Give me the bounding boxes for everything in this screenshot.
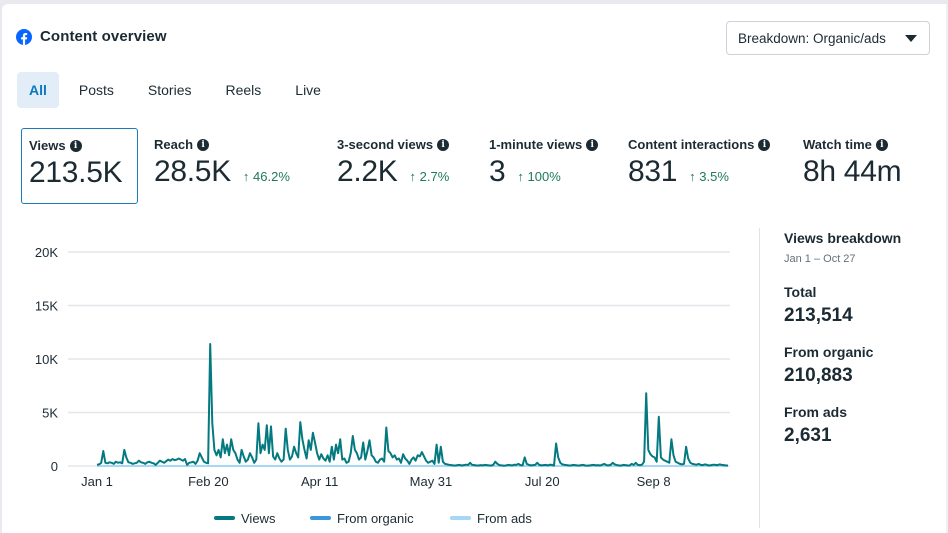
y-tick-label: 15K xyxy=(35,299,58,314)
breakdown-value: 2,631 xyxy=(784,425,832,446)
scrollbar-track[interactable] xyxy=(946,4,948,533)
metric-value: 2.2K xyxy=(337,155,398,188)
breakdown-label: From ads xyxy=(784,404,848,420)
breakdown-item-total: Total 213,514 xyxy=(784,284,901,327)
content-tabs: All Posts Stories Reels Live xyxy=(17,72,341,108)
header: Content overview xyxy=(16,28,167,45)
breakdown-label: Total xyxy=(784,284,817,300)
y-tick-label: 5K xyxy=(42,406,58,421)
metric-change: ↑ 2.7% xyxy=(409,169,450,184)
metric-label: Content interactions xyxy=(628,137,755,152)
tab-posts[interactable]: Posts xyxy=(78,82,114,98)
info-icon[interactable]: i xyxy=(758,138,771,151)
tab-live[interactable]: Live xyxy=(295,82,321,98)
y-tick-label: 20K xyxy=(35,245,58,260)
x-tick-label: Apr 11 xyxy=(301,474,338,489)
metric-reach[interactable]: Reach i 28.5K ↑ 46.2% xyxy=(146,128,321,204)
metric-label: 3-second views xyxy=(337,137,434,152)
info-icon[interactable]: i xyxy=(197,138,210,151)
breakdown-dropdown[interactable]: Breakdown: Organic/ads xyxy=(726,21,930,55)
metric-change: ↑ 100% xyxy=(517,169,561,184)
metric-change: ↑ 46.2% xyxy=(242,169,290,184)
metric-value: 213.5K xyxy=(29,156,123,189)
y-tick-label: 10K xyxy=(35,352,58,367)
page-title: Content overview xyxy=(40,28,167,45)
x-tick-label: Jan 1 xyxy=(81,474,113,489)
info-icon[interactable]: i xyxy=(875,138,888,151)
metric-1-minute-views[interactable]: 1-minute views i 3 ↑ 100% xyxy=(481,128,612,204)
metric-3-second-views[interactable]: 3-second views i 2.2K ↑ 2.7% xyxy=(329,128,473,204)
breakdown-title: Views breakdown xyxy=(784,230,902,246)
breakdown-value: 213,514 xyxy=(784,305,853,326)
divider xyxy=(759,228,760,528)
info-icon[interactable]: i xyxy=(586,138,599,151)
info-icon[interactable]: i xyxy=(437,138,450,151)
metric-label: Views xyxy=(29,138,66,153)
metric-value: 8h 44m xyxy=(803,155,902,188)
y-tick-label: 0 xyxy=(51,459,58,474)
metric-content-interactions[interactable]: Content interactions i 831 ↑ 3.5% xyxy=(620,128,787,204)
breakdown-label: From organic xyxy=(784,344,874,360)
views-line-chart: 0 5K 10K 15K 20K Jan 1 Feb 20 Apr 11 May 31 Jul 2… xyxy=(35,245,730,526)
metric-value: 28.5K xyxy=(154,155,231,188)
breakdown-item-ads: From ads 2,631 xyxy=(784,404,901,447)
metrics-row: Views i 213.5K Reach i 28.5K ↑ 46.2% 3-seco… xyxy=(21,128,943,204)
metric-views[interactable]: Views i 213.5K xyxy=(21,128,138,204)
tab-stories[interactable]: Stories xyxy=(147,82,192,98)
tab-reels[interactable]: Reels xyxy=(225,82,262,98)
x-tick-label: May 31 xyxy=(410,474,453,489)
metric-label: Watch time xyxy=(803,137,872,152)
metric-label: 1-minute views xyxy=(489,137,583,152)
views-breakdown-panel: Views breakdown Jan 1 – Oct 27 Total 213… xyxy=(784,230,901,447)
metric-label: Reach xyxy=(154,137,194,152)
legend-label: From organic xyxy=(337,511,414,526)
breakdown-date-range: Jan 1 – Oct 27 xyxy=(784,253,856,265)
metric-value: 3 xyxy=(489,155,506,188)
tab-all[interactable]: All xyxy=(17,72,59,108)
breakdown-dropdown-label: Breakdown: Organic/ads xyxy=(738,30,886,46)
series-line-views xyxy=(96,343,729,467)
breakdown-item-organic: From organic 210,883 xyxy=(784,344,901,387)
x-tick-label: Sep 8 xyxy=(637,474,671,489)
content-overview-card xyxy=(2,4,948,533)
legend-label: From ads xyxy=(477,511,532,526)
legend-label: Views xyxy=(241,511,276,526)
x-tick-label: Feb 20 xyxy=(188,474,228,489)
metric-value: 831 xyxy=(628,155,678,188)
facebook-icon xyxy=(16,28,32,45)
caret-down-icon xyxy=(905,34,917,42)
metric-watch-time[interactable]: Watch time i 8h 44m xyxy=(795,128,935,204)
info-icon[interactable]: i xyxy=(69,139,82,152)
breakdown-value: 210,883 xyxy=(784,365,853,386)
x-tick-label: Jul 20 xyxy=(525,474,560,489)
metric-change: ↑ 3.5% xyxy=(689,169,729,184)
